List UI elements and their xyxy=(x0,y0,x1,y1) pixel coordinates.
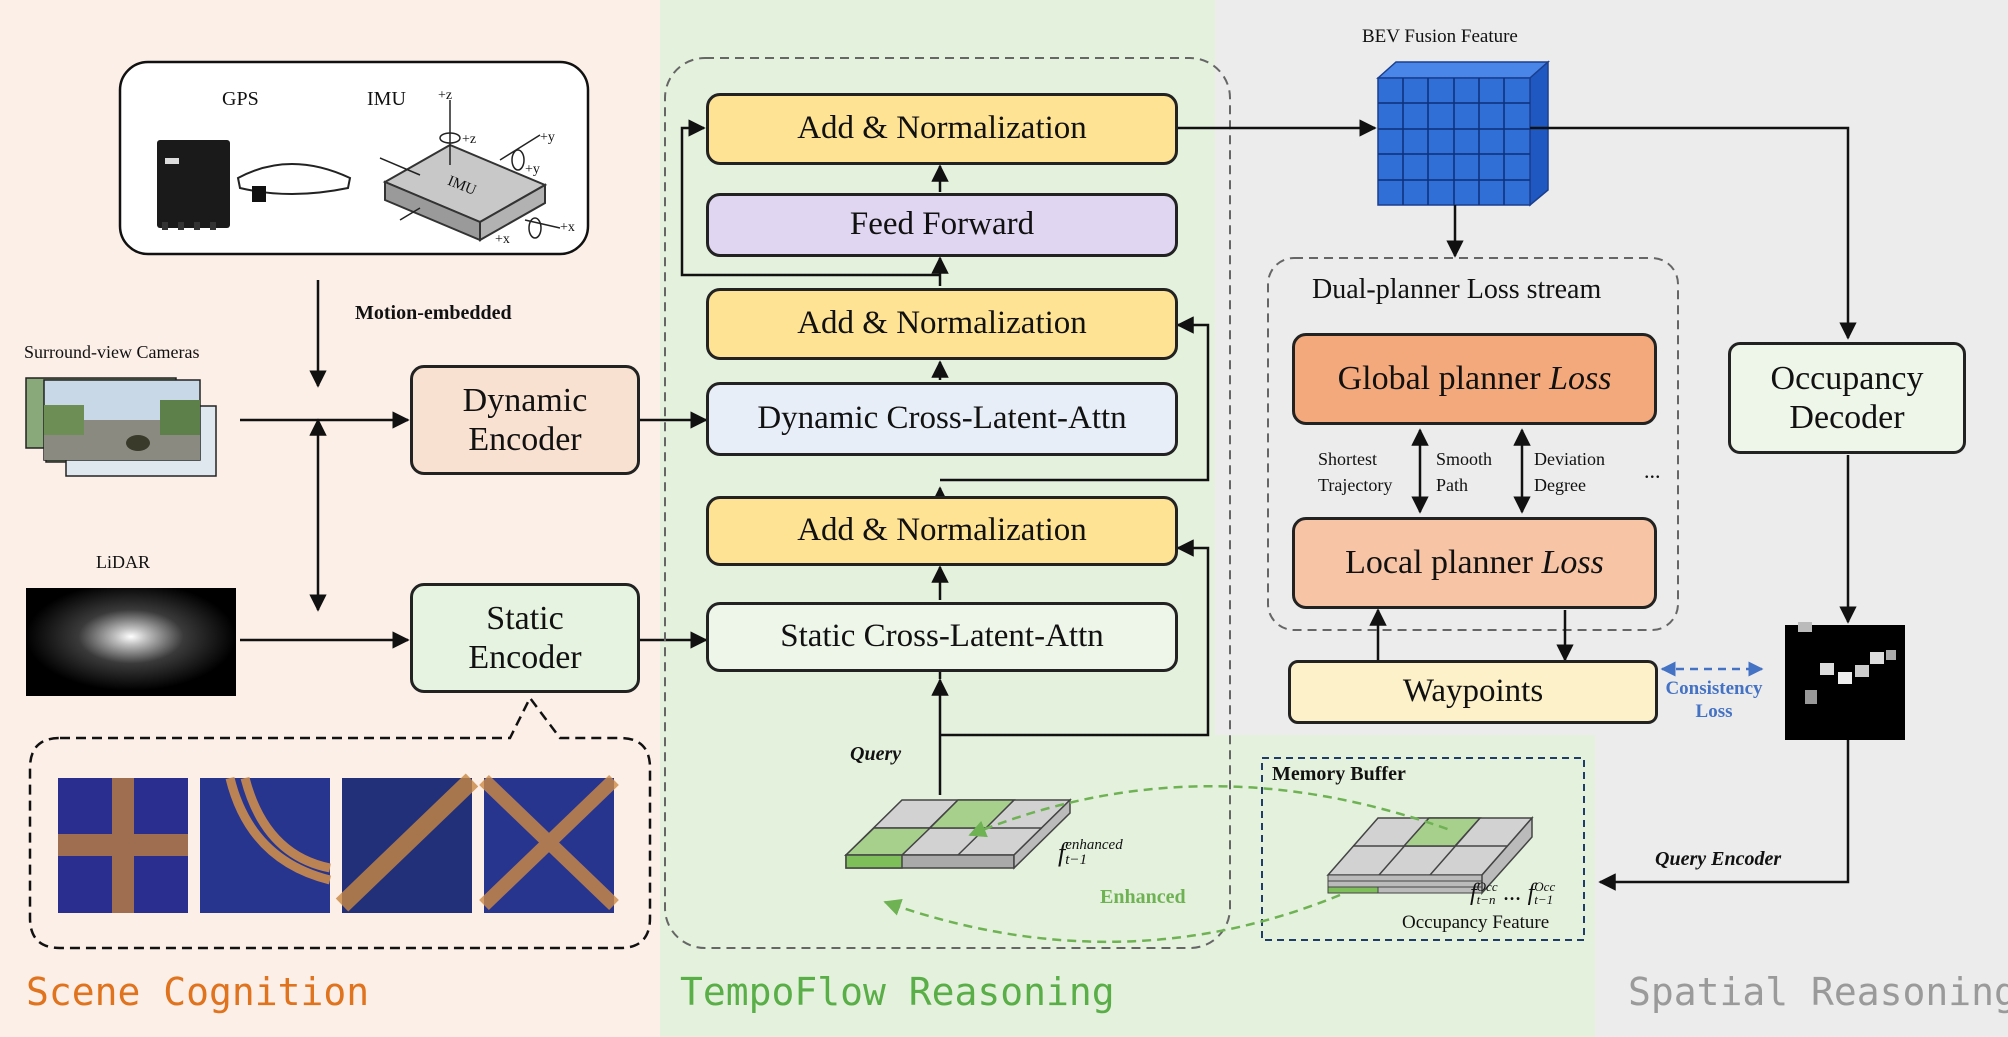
gps-device-image xyxy=(157,140,352,230)
waypoints-label: Waypoints xyxy=(1402,673,1544,710)
local-planner-loss[interactable]: Local planner Loss xyxy=(1292,517,1657,609)
deviation-label: Deviation Degree xyxy=(1534,449,1605,496)
enhanced-label: Enhanced xyxy=(1100,886,1186,908)
add-norm-top-label: Add & Normalization xyxy=(797,110,1087,147)
tempoflow-label: TempoFlow Reasoning xyxy=(680,970,1115,1014)
add-norm-low[interactable]: Add & Normalization xyxy=(706,496,1178,566)
feed-forward[interactable]: Feed Forward xyxy=(706,193,1178,257)
axis-x-label: +x xyxy=(495,232,510,247)
query-encoder-label: Query Encoder xyxy=(1655,848,1782,870)
static-attn-label: Static Cross-Latent-Attn xyxy=(780,618,1104,655)
axis-y-label: +y xyxy=(540,130,555,145)
dynamic-encoder[interactable]: Dynamic Encoder xyxy=(410,365,640,475)
lidar-label: LiDAR xyxy=(96,552,150,572)
imu-label: IMU xyxy=(367,88,406,110)
feature-map-bubble xyxy=(28,695,652,950)
dynamic-attn-label: Dynamic Cross-Latent-Attn xyxy=(757,400,1127,437)
static-cross-latent-attn[interactable]: Static Cross-Latent-Attn xyxy=(706,602,1178,672)
axis-z-label: +z xyxy=(438,88,453,103)
dynamic-encoder-label: Dynamic Encoder xyxy=(462,381,588,458)
shortest-label: Shortest Trajectory xyxy=(1318,449,1393,496)
global-planner-label: Global planner Loss xyxy=(1337,360,1612,398)
dual-planner-frame xyxy=(1267,257,1679,631)
dynamic-cross-latent-attn[interactable]: Dynamic Cross-Latent-Attn xyxy=(706,382,1178,456)
motion-embedded-label: Motion-embedded xyxy=(355,302,512,324)
static-encoder-label: Static Encoder xyxy=(468,599,582,676)
bev-feature-grid xyxy=(1376,60,1550,207)
enhanced-feature-label: f enhanced t−1 xyxy=(1058,837,1123,868)
memory-occupancy-grid xyxy=(1326,816,1534,895)
query-feature-grid xyxy=(844,798,1072,870)
axis-x2-label: +x xyxy=(560,220,575,235)
axis-z2-label: +z xyxy=(462,132,477,147)
gps-label: GPS xyxy=(222,88,259,110)
tempoflow-frame xyxy=(664,57,1231,949)
memory-buffer-frame xyxy=(1261,757,1585,941)
occupancy-map-image xyxy=(1785,622,1905,740)
consistency-loss-label: Consistency Loss xyxy=(1665,678,1763,722)
memory-buffer-label: Memory Buffer xyxy=(1272,763,1406,785)
smooth-label: Smooth Path xyxy=(1436,449,1493,496)
feature-map-images xyxy=(58,773,619,913)
query-label: Query xyxy=(850,743,902,765)
dual-planner-label: Dual-planner Loss stream xyxy=(1312,274,1602,305)
occupancy-decoder[interactable]: Occupancy Decoder xyxy=(1728,342,1966,454)
lidar-image xyxy=(26,588,236,696)
static-encoder[interactable]: Static Encoder xyxy=(410,583,640,693)
occupancy-feature-label: Occupancy Feature xyxy=(1402,912,1550,933)
bev-label: BEV Fusion Feature xyxy=(1362,26,1518,47)
add-norm-top[interactable]: Add & Normalization xyxy=(706,93,1178,165)
occupancy-sequence-label: f Occ t−n ... f Occ t−1 xyxy=(1470,879,1556,907)
add-norm-mid[interactable]: Add & Normalization xyxy=(706,288,1178,360)
camera-images xyxy=(25,377,217,477)
imu-device-image xyxy=(379,100,561,242)
local-planner-label: Local planner Loss xyxy=(1345,544,1604,582)
occupancy-decoder-label: Occupancy Decoder xyxy=(1770,359,1924,436)
spatial-reasoning-label: Spatial Reasoning xyxy=(1628,970,2008,1014)
ellipsis-label: ... xyxy=(1644,458,1661,483)
add-norm-low-label: Add & Normalization xyxy=(797,512,1087,549)
global-planner-loss[interactable]: Global planner Loss xyxy=(1292,333,1657,425)
scene-cognition-label: Scene Cognition xyxy=(26,970,370,1014)
waypoints[interactable]: Waypoints xyxy=(1288,660,1658,724)
axis-y2-label: +y xyxy=(525,162,540,177)
cameras-label: Surround-view Cameras xyxy=(24,342,200,362)
feed-forward-label: Feed Forward xyxy=(849,206,1035,243)
add-norm-mid-label: Add & Normalization xyxy=(797,305,1087,342)
